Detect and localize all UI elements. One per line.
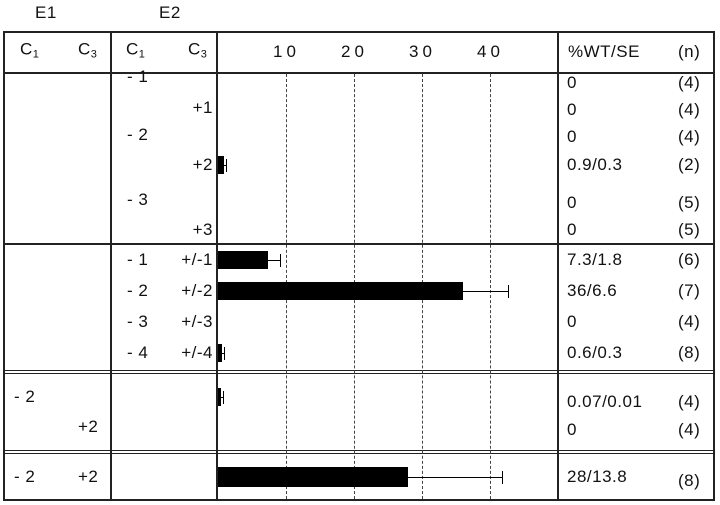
row-divider	[3, 243, 715, 245]
error-bar	[224, 165, 227, 166]
row-divider	[3, 370, 715, 371]
column-divider	[3, 31, 5, 501]
column-divider	[557, 31, 559, 501]
error-bar-cap	[224, 347, 226, 360]
value-se-label: 0	[567, 220, 577, 239]
bar	[218, 282, 463, 300]
n-label: (8)	[678, 471, 701, 490]
e2-c1-value: - 4	[127, 343, 149, 362]
value-se-label: 0.6/0.3	[567, 343, 623, 362]
value-se-label: 28/13.8	[567, 467, 628, 486]
e2-c1-value: - 2	[127, 281, 149, 300]
value-se-label: 0	[567, 73, 577, 92]
error-bar	[267, 260, 280, 261]
value-se-label: 0.07/0.01	[567, 392, 643, 411]
bar	[218, 344, 223, 362]
n-label: (4)	[678, 100, 701, 119]
row-divider	[3, 453, 715, 454]
bar	[218, 467, 409, 487]
column-divider	[216, 31, 218, 501]
x-tick-label: 20	[341, 42, 368, 61]
e2-c3-value: +/-4	[181, 343, 213, 362]
col-header-e1-c1: C1	[20, 39, 40, 61]
col-header-value: %WT/SE	[568, 42, 640, 61]
col-header-e2-c3: C3	[188, 39, 208, 61]
group-label-e1: E1	[35, 3, 57, 22]
row-divider	[3, 450, 715, 451]
n-label: (4)	[678, 392, 701, 411]
n-label: (2)	[678, 155, 701, 174]
e2-c1-value: - 3	[127, 190, 149, 209]
e2-c3-value: +/-2	[181, 281, 213, 300]
value-se-label: 0.9/0.3	[567, 155, 623, 174]
gridline	[490, 74, 491, 499]
error-bar	[221, 397, 223, 398]
value-se-label: 0	[567, 193, 577, 212]
column-divider	[110, 31, 112, 501]
error-bar-cap	[279, 254, 281, 267]
row-divider	[3, 31, 715, 33]
e1-c3-value: +2	[78, 467, 99, 486]
error-bar	[222, 353, 225, 354]
col-header-n: (n)	[678, 42, 701, 61]
n-label: (5)	[678, 193, 701, 212]
col-header-e2-c1: C1	[126, 39, 146, 61]
e2-c3-value: +3	[192, 220, 213, 239]
x-tick-label: 40	[477, 42, 504, 61]
n-label: (5)	[678, 220, 701, 239]
bar	[218, 388, 221, 406]
error-bar-cap	[226, 159, 228, 172]
n-label: (4)	[678, 127, 701, 146]
bar	[218, 156, 225, 174]
n-label: (4)	[678, 73, 701, 92]
error-bar-cap	[507, 285, 509, 298]
e2-c3-value: +/-1	[181, 250, 213, 269]
value-se-label: 7.3/1.8	[567, 250, 623, 269]
value-se-label: 0	[567, 100, 577, 119]
n-label: (4)	[678, 420, 701, 439]
value-se-label: 36/6.6	[567, 281, 618, 300]
n-label: (8)	[678, 343, 701, 362]
e2-c1-value: - 3	[127, 312, 149, 331]
error-bar	[462, 291, 508, 292]
bar	[218, 251, 268, 269]
row-divider	[3, 72, 715, 74]
group-label-e2: E2	[159, 3, 181, 22]
column-divider	[713, 31, 715, 501]
e2-c3-value: +2	[192, 155, 213, 174]
n-label: (7)	[678, 281, 701, 300]
error-bar	[408, 477, 503, 478]
e2-c3-value: +/-3	[181, 312, 213, 331]
x-tick-label: 30	[409, 42, 436, 61]
e1-c1-value: - 2	[14, 387, 36, 406]
value-se-label: 0	[567, 127, 577, 146]
e2-c1-value: - 2	[127, 125, 149, 144]
error-bar-cap	[223, 391, 224, 404]
e1-c3-value: +2	[78, 417, 99, 436]
col-header-e1-c3: C3	[78, 39, 98, 61]
e2-c1-value: - 1	[127, 67, 149, 86]
value-se-label: 0	[567, 420, 577, 439]
row-divider	[3, 373, 715, 374]
value-se-label: 0	[567, 312, 577, 331]
n-label: (6)	[678, 250, 701, 269]
e2-c3-value: +1	[192, 98, 213, 117]
row-divider	[3, 499, 715, 501]
e2-c1-value: - 1	[127, 250, 149, 269]
error-bar-cap	[502, 471, 504, 484]
x-tick-label: 10	[273, 42, 300, 61]
n-label: (4)	[678, 312, 701, 331]
e1-c1-value: - 2	[14, 467, 36, 486]
